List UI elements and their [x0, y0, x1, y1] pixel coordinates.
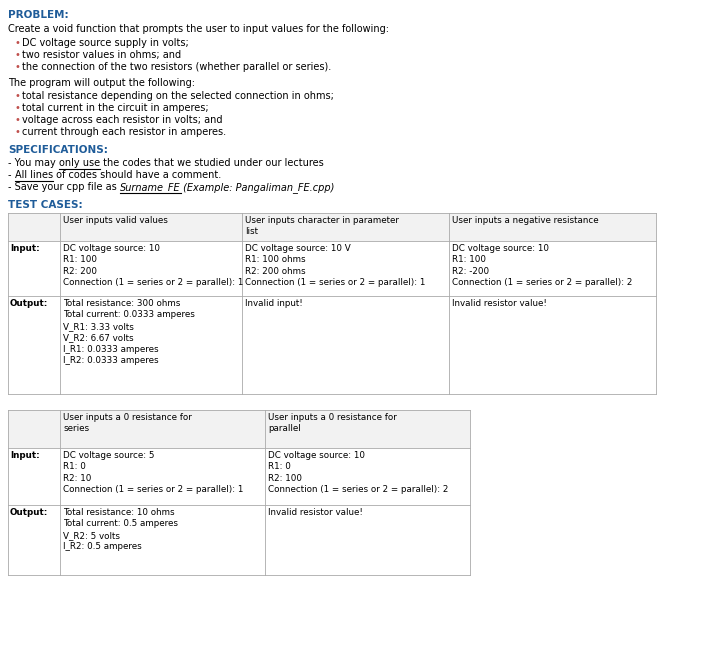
- Text: DC voltage source: 10
R1: 100
R2: -200
Connection (1 = series or 2 = parallel): : DC voltage source: 10 R1: 100 R2: -200 C…: [452, 244, 632, 287]
- Text: Invalid resistor value!: Invalid resistor value!: [268, 508, 363, 517]
- Text: total current in the circuit in amperes;: total current in the circuit in amperes;: [22, 103, 209, 113]
- Text: DC voltage source: 10 V
R1: 100 ohms
R2: 200 ohms
Connection (1 = series or 2 = : DC voltage source: 10 V R1: 100 ohms R2:…: [245, 244, 425, 287]
- Text: Output:: Output:: [10, 508, 49, 517]
- Text: User inputs a negative resistance: User inputs a negative resistance: [452, 216, 598, 225]
- Text: - Save your cpp file as: - Save your cpp file as: [8, 182, 120, 192]
- Text: User inputs character in parameter
list: User inputs character in parameter list: [245, 216, 399, 236]
- Text: (Example: Pangaliman_FE.cpp): (Example: Pangaliman_FE.cpp): [180, 182, 335, 193]
- Text: the connection of the two resistors (whether parallel or series).: the connection of the two resistors (whe…: [22, 62, 331, 72]
- Bar: [8, 213, 656, 241]
- Text: •: •: [14, 91, 20, 101]
- Text: •: •: [14, 103, 20, 113]
- Text: two resistor values in ohms; and: two resistor values in ohms; and: [22, 50, 181, 60]
- Text: All lines: All lines: [14, 170, 53, 180]
- Text: •: •: [14, 38, 20, 48]
- Text: TEST CASES:: TEST CASES:: [8, 200, 83, 210]
- Text: - You may: - You may: [8, 158, 59, 168]
- Text: •: •: [14, 127, 20, 137]
- Text: Output:: Output:: [10, 299, 49, 308]
- Text: the codes that we studied under our lectures: the codes that we studied under our lect…: [100, 158, 324, 168]
- Text: Input:: Input:: [10, 451, 40, 460]
- Text: •: •: [14, 115, 20, 125]
- Text: Invalid resistor value!: Invalid resistor value!: [452, 299, 547, 308]
- Text: SPECIFICATIONS:: SPECIFICATIONS:: [8, 145, 108, 155]
- Text: User inputs a 0 resistance for
parallel: User inputs a 0 resistance for parallel: [268, 413, 397, 434]
- Text: DC voltage source: 10
R1: 100
R2: 200
Connection (1 = series or 2 = parallel): 1: DC voltage source: 10 R1: 100 R2: 200 Co…: [63, 244, 243, 287]
- Text: current through each resistor in amperes.: current through each resistor in amperes…: [22, 127, 226, 137]
- Text: -: -: [8, 170, 14, 180]
- Bar: [8, 410, 470, 448]
- Text: only use: only use: [59, 158, 100, 168]
- Text: of codes should have a comment.: of codes should have a comment.: [53, 170, 221, 180]
- Text: User inputs a 0 resistance for
series: User inputs a 0 resistance for series: [63, 413, 192, 434]
- Text: DC voltage source: 10
R1: 0
R2: 100
Connection (1 = series or 2 = parallel): 2: DC voltage source: 10 R1: 0 R2: 100 Conn…: [268, 451, 448, 494]
- Text: Create a void function that prompts the user to input values for the following:: Create a void function that prompts the …: [8, 24, 389, 34]
- Text: Surname_FE: Surname_FE: [120, 182, 180, 193]
- Text: Total resistance: 10 ohms
Total current: 0.5 amperes
V_R2: 5 volts
I_R2: 0.5 amp: Total resistance: 10 ohms Total current:…: [63, 508, 178, 551]
- Text: User inputs valid values: User inputs valid values: [63, 216, 168, 225]
- Text: The program will output the following:: The program will output the following:: [8, 78, 195, 88]
- Text: voltage across each resistor in volts; and: voltage across each resistor in volts; a…: [22, 115, 222, 125]
- Text: Total resistance: 300 ohms
Total current: 0.0333 amperes
V_R1: 3.33 volts
V_R2: : Total resistance: 300 ohms Total current…: [63, 299, 195, 365]
- Text: PROBLEM:: PROBLEM:: [8, 10, 69, 20]
- Text: •: •: [14, 50, 20, 60]
- Text: total resistance depending on the selected connection in ohms;: total resistance depending on the select…: [22, 91, 334, 101]
- Text: Invalid input!: Invalid input!: [245, 299, 302, 308]
- Text: DC voltage source: 5
R1: 0
R2: 10
Connection (1 = series or 2 = parallel): 1: DC voltage source: 5 R1: 0 R2: 10 Connec…: [63, 451, 243, 494]
- Text: •: •: [14, 62, 20, 72]
- Text: DC voltage source supply in volts;: DC voltage source supply in volts;: [22, 38, 189, 48]
- Text: Input:: Input:: [10, 244, 40, 253]
